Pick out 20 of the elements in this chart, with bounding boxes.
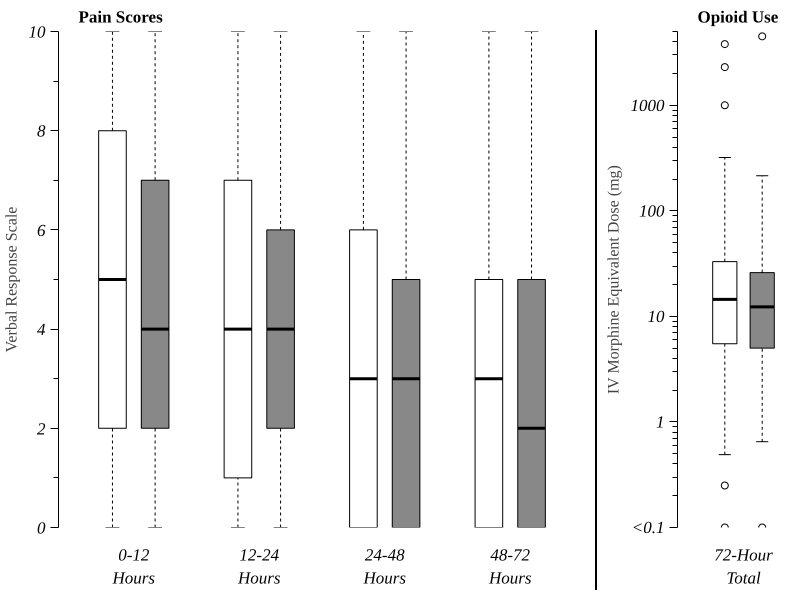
y-tick-label: 8 (37, 122, 46, 141)
chart-title: Opioid Use (698, 8, 779, 26)
y-axis-title: IV Morphine Equivalent Dose (mg) (606, 165, 622, 394)
y-tick-label: 6 (37, 220, 46, 240)
y-tick-label: 0 (37, 518, 46, 538)
x-tick-label: 0-12 Hours (112, 546, 156, 588)
y-tick-label: 10 (648, 306, 665, 326)
x-tick-label: 72-Hour Total (714, 546, 774, 588)
y-tick-label: 10 (28, 22, 46, 42)
y-tick-label: 100 (639, 201, 665, 220)
x-tick-label: 12-24 Hours (237, 546, 281, 588)
y-tick-label: <0.1 (632, 518, 665, 537)
y-tick-label: 1 (656, 412, 664, 432)
y-axis-title: Verbal Response Scale (4, 206, 20, 352)
y-tick-label: 4 (37, 320, 46, 340)
y-tick-label: 2 (37, 419, 46, 438)
x-tick-label: 24-48 Hours (362, 546, 406, 588)
x-tick-label: 48-72 Hours (488, 546, 532, 588)
chart-title: Pain Scores (78, 8, 164, 26)
y-tick-label: 1000 (630, 96, 665, 115)
